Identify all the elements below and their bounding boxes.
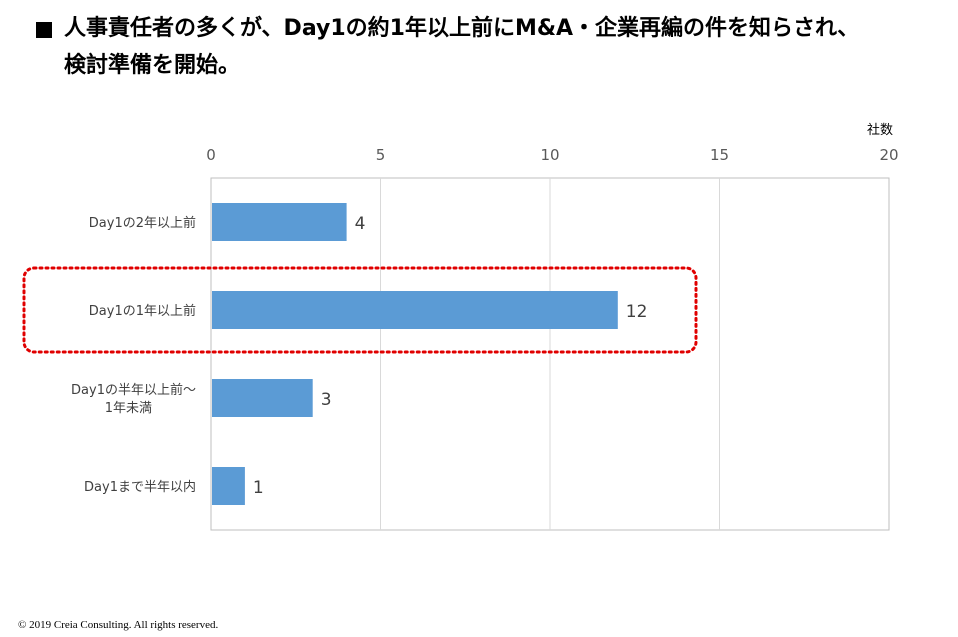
bars [212, 203, 618, 505]
x-tick-label-15: 15 [710, 146, 729, 164]
bar-1 [212, 291, 618, 329]
value-label-2: 3 [321, 390, 332, 410]
category-label-1: Day1の1年以上前 [89, 303, 196, 319]
category-label-0-line-0: Day1の2年以上前 [89, 215, 196, 231]
category-label-3: Day1まで半年以内 [84, 479, 196, 495]
bar-0 [212, 203, 347, 241]
title-bullet-square [36, 22, 52, 38]
category-label-2-line-0: Day1の半年以上前～ [71, 382, 196, 398]
title-line-2: 検討準備を開始。 [64, 53, 241, 78]
category-label-1-line-0: Day1の1年以上前 [89, 303, 196, 319]
gridlines [380, 178, 720, 530]
value-label-1: 12 [626, 302, 648, 322]
x-axis-label: 社数 [867, 122, 893, 138]
category-label-3-line-0: Day1まで半年以内 [84, 479, 196, 495]
x-tick-label-20: 20 [879, 146, 898, 164]
title-line-1: 人事責任者の多くが、Day1の約1年以上前にM&A・企業再編の件を知らされ、 [64, 16, 860, 41]
x-tick-label-0: 0 [206, 146, 216, 164]
category-label-2: Day1の半年以上前～ 1年未満 [71, 382, 196, 416]
bar-2 [212, 379, 313, 417]
value-label-0: 4 [355, 214, 366, 234]
x-tick-label-5: 5 [376, 146, 386, 164]
category-label-2-line-1: 1年未満 [105, 401, 152, 416]
category-labels: Day1の2年以上前 Day1の1年以上前 Day1の半年以上前～ 1年未満 Day1ま… [71, 215, 196, 495]
highlight-box [22, 266, 698, 354]
value-label-3: 1 [253, 478, 264, 498]
value-labels: 4 12 3 1 [253, 214, 648, 498]
x-tick-label-10: 10 [540, 146, 559, 164]
bar-3 [212, 467, 245, 505]
x-tick-labels: 0 5 10 15 20 [206, 146, 898, 164]
category-label-0: Day1の2年以上前 [89, 215, 196, 231]
copyright-footer: © 2019 Creia Consulting. All rights rese… [18, 619, 219, 631]
